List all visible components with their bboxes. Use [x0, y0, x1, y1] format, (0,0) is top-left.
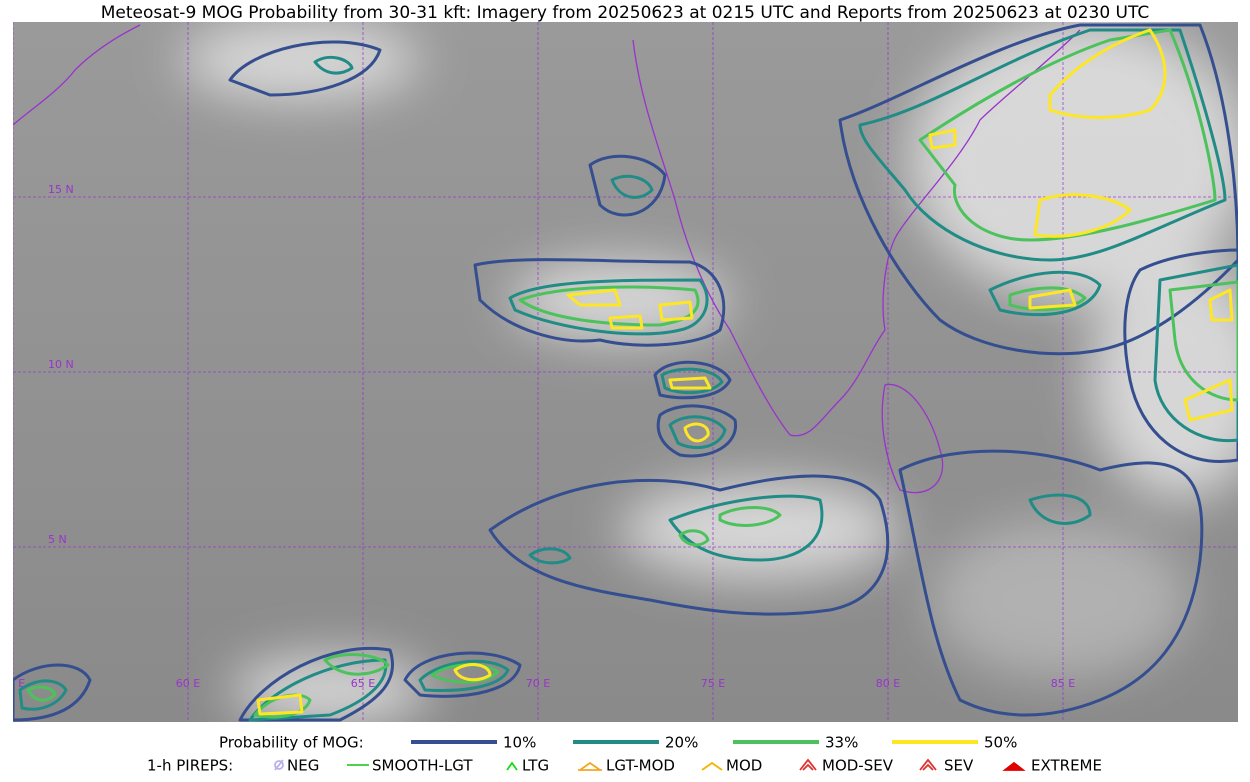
pirep-icon	[1002, 761, 1026, 771]
pirep-label: NEG	[287, 757, 319, 775]
pirep-label: LTG	[522, 757, 549, 775]
pirep-label: SEV	[944, 757, 974, 775]
legend-label: 50%	[984, 734, 1017, 752]
lon-label: 70 E	[526, 677, 550, 690]
lon-label: 60 E	[176, 677, 200, 690]
legend-title: Probability of MOG:	[219, 734, 364, 752]
lat-label: 15 N	[48, 183, 74, 196]
contours	[13, 23, 1238, 722]
pirep-icon	[919, 758, 937, 771]
pirep-title: 1-h PIREPS:	[147, 757, 233, 775]
map: 55 E 60 E 65 E 70 E 75 E 80 E 85 E 5 N 10 N 15 N	[1, 22, 1238, 722]
lat-label: 10 N	[48, 358, 74, 371]
pirep-icon	[506, 761, 518, 771]
pirep-label: EXTREME	[1031, 757, 1102, 775]
pirep-label: MOD	[726, 757, 762, 775]
lat-label: 5 N	[48, 533, 67, 546]
lon-label: 80 E	[876, 677, 900, 690]
lon-label: 75 E	[701, 677, 725, 690]
lon-label: 85 E	[1051, 677, 1075, 690]
lon-label: 65 E	[351, 677, 375, 690]
legend-label: 20%	[665, 734, 698, 752]
pirep-icon	[578, 761, 602, 771]
legend-label: 33%	[825, 734, 858, 752]
pirep-icon	[274, 759, 284, 771]
pirep-icon	[701, 761, 723, 771]
pirep-label: MOD-SEV	[822, 757, 894, 775]
lon-label: 55 E	[1, 677, 25, 690]
legend-label: 10%	[503, 734, 536, 752]
pirep-label: LGT-MOD	[606, 757, 675, 775]
title: Meteosat-9 MOG Probability from 30-31 kf…	[101, 3, 1150, 23]
pirep-icon	[799, 758, 817, 771]
pirep-label: SMOOTH-LGT	[372, 757, 473, 775]
